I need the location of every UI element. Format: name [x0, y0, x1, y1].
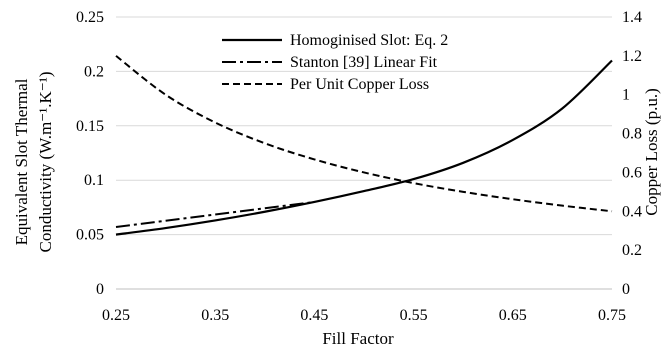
series-lines	[115, 55, 613, 236]
series-homoginised-slot	[115, 59, 613, 236]
x-tick-label: 0.35	[201, 307, 229, 324]
x-tick-label: 0.65	[499, 307, 527, 324]
x-tick-label: 0.45	[300, 307, 328, 324]
legend-entry-homoginised-slot-label: Homoginised Slot: Eq. 2	[290, 32, 448, 49]
y-right-tick-label: 0	[622, 281, 630, 298]
y-left-tick-label: 0.05	[76, 227, 104, 244]
y-left-axis-title-line1: Equivalent Slot Thermal	[12, 78, 31, 245]
gridlines	[116, 16, 612, 236]
y-right-tick-label: 0.6	[622, 164, 642, 181]
x-tick-labels: 0.25 0.35 0.45 0.55 0.65 0.75	[102, 307, 626, 324]
y-right-tick-label: 1.4	[622, 9, 642, 26]
y-left-tick-label: 0.1	[84, 172, 104, 189]
series-copper-loss	[115, 55, 613, 213]
y-left-tick-labels: 0 0.05 0.1 0.15 0.2 0.25	[76, 9, 104, 298]
y-left-tick-label: 0.2	[84, 63, 104, 80]
y-right-tick-label: 1	[622, 87, 630, 104]
legend: Homoginised Slot: Eq. 2 Stanton [39] Line…	[222, 32, 448, 93]
legend-entry-stanton-label: Stanton [39] Linear Fit	[290, 54, 438, 71]
x-tick-label: 0.75	[598, 307, 626, 324]
y-left-axis-title-line2: Conductivity (W.m⁻¹.K⁻¹)	[36, 72, 55, 253]
y-left-tick-label: 0.15	[76, 118, 104, 135]
x-tick-label: 0.25	[102, 307, 130, 324]
y-right-tick-label: 0.4	[622, 203, 642, 220]
y-right-tick-label: 0.2	[622, 242, 642, 259]
y-right-tick-label: 0.8	[622, 126, 642, 143]
y-right-tick-label: 1.2	[622, 48, 642, 65]
legend-entry-copper-loss-label: Per Unit Copper Loss	[290, 76, 429, 93]
x-axis-title: Fill Factor	[322, 329, 394, 348]
y-right-tick-labels: 0 0.2 0.4 0.6 0.8 1 1.2 1.4	[622, 9, 642, 298]
y-left-tick-label: 0.25	[76, 9, 104, 26]
x-tick-label: 0.55	[400, 307, 428, 324]
y-left-tick-label: 0	[96, 281, 104, 298]
series-stanton-linear-fit	[115, 200, 315, 228]
y-right-axis-title: Copper Loss (p.u.)	[642, 88, 661, 215]
